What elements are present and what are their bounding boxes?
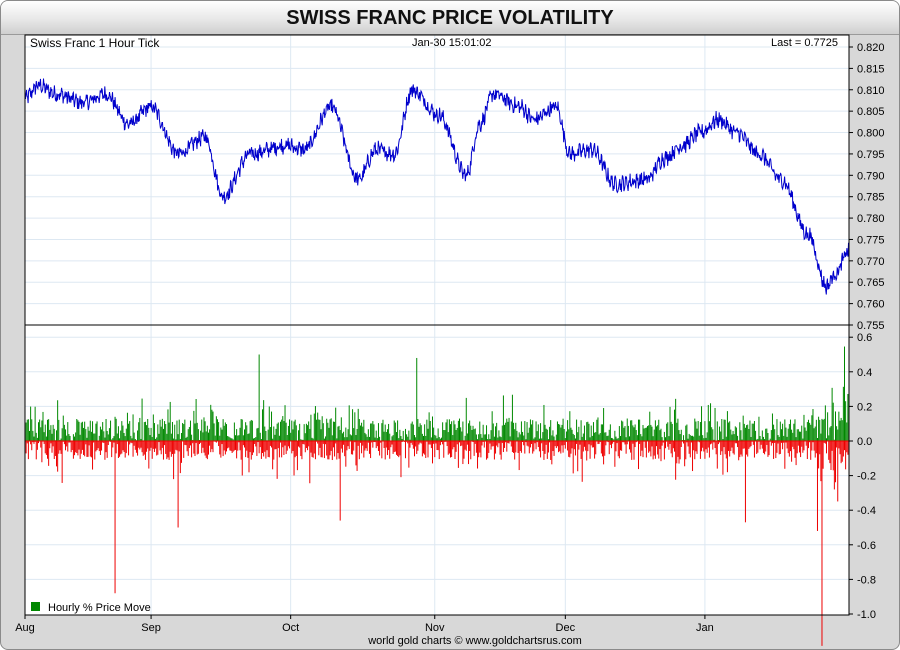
vol-tick-label: -0.6 [857, 540, 876, 552]
price-panel-title: Swiss Franc 1 Hour Tick [30, 36, 160, 50]
vol-tick-label: -0.2 [857, 471, 876, 483]
vol-tick-label: 0.4 [857, 367, 872, 379]
axis-labels: 0.755 0.760 0.765 0.770 0.775 0.780 0.785 0.790… [15, 42, 884, 634]
month-label: Nov [425, 622, 445, 634]
month-label: Sep [141, 622, 161, 634]
price-tick-label: 0.810 [857, 85, 885, 97]
month-label: Dec [556, 622, 576, 634]
price-tick-label: 0.785 [857, 192, 885, 204]
price-tick-label: 0.775 [857, 234, 885, 246]
legend-label: Hourly % Price Move [48, 602, 151, 614]
vol-tick-label: -0.8 [857, 574, 876, 586]
vol-tick-label: -1.0 [857, 609, 876, 621]
price-tick-label: 0.780 [857, 213, 885, 225]
last-price-label: Last = 0.7725 [771, 37, 838, 49]
price-tick-label: 0.770 [857, 256, 885, 268]
credit-footer: world gold charts © www.goldchartsrus.co… [367, 635, 582, 647]
price-tick-label: 0.790 [857, 170, 885, 182]
month-label: Oct [282, 622, 299, 634]
vol-tick-label: -0.4 [857, 505, 876, 517]
price-tick-label: 0.760 [857, 299, 885, 311]
price-panel-timestamp: Jan-30 15:01:02 [412, 37, 492, 49]
price-tick-label: 0.805 [857, 106, 885, 118]
month-label: Aug [15, 622, 35, 634]
price-tick-label: 0.815 [857, 63, 885, 75]
vol-tick-label: 0.0 [857, 436, 872, 448]
vol-tick-label: 0.6 [857, 332, 872, 344]
price-tick-label: 0.765 [857, 277, 885, 289]
price-line [24, 78, 850, 295]
legend-swatch-positive [31, 602, 40, 611]
page-title: SWISS FRANC PRICE VOLATILITY [1, 1, 899, 35]
price-tick-label: 0.800 [857, 128, 885, 140]
price-tick-label: 0.820 [857, 42, 885, 54]
month-label: Jan [696, 622, 714, 634]
price-tick-label: 0.795 [857, 149, 885, 161]
price-tick-label: 0.755 [857, 320, 885, 332]
vol-tick-label: 0.2 [857, 401, 872, 413]
volatility-bars [24, 346, 850, 646]
